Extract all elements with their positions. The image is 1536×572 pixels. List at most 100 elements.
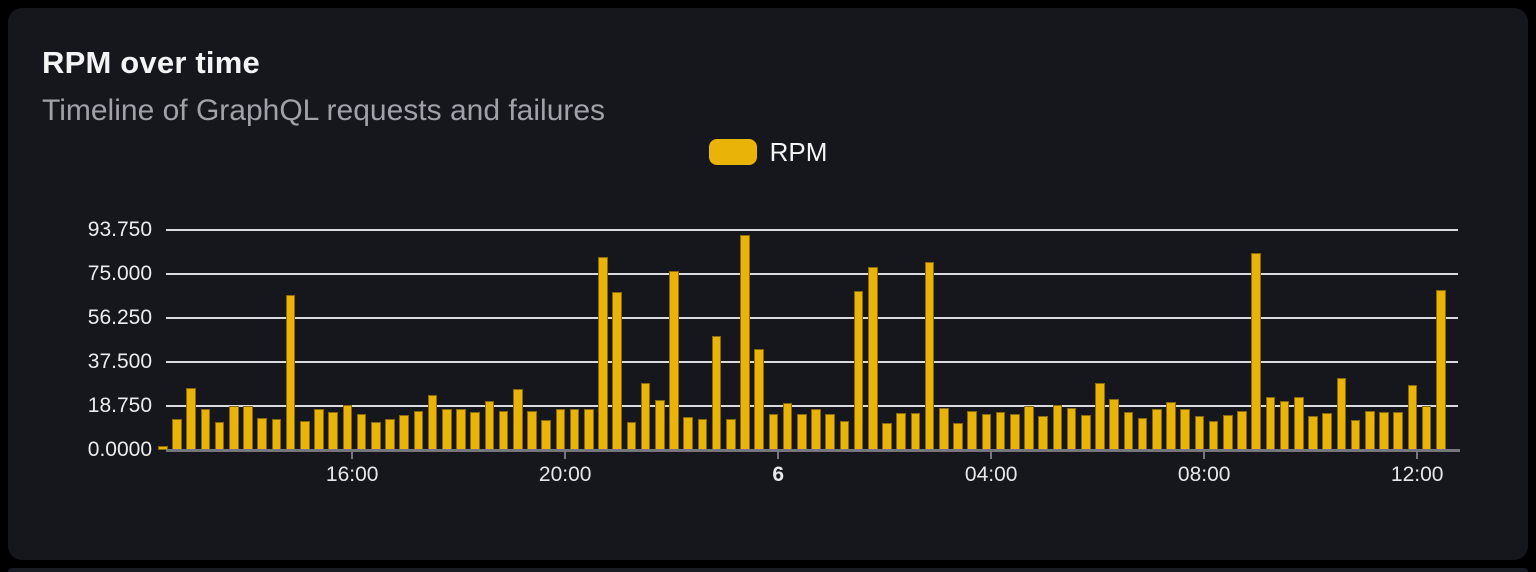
chart-bar[interactable] <box>541 420 551 450</box>
chart-bar[interactable] <box>257 417 267 450</box>
chart-bar[interactable] <box>1123 412 1134 450</box>
chart-bar[interactable] <box>896 413 906 450</box>
y-axis-tick-label: 18.750 <box>87 393 152 417</box>
chart-bar[interactable] <box>200 408 211 450</box>
chart-bar[interactable] <box>967 410 977 450</box>
chart-bar[interactable] <box>1024 406 1034 450</box>
chart-bar[interactable] <box>782 402 793 450</box>
chart-bar[interactable] <box>853 291 864 450</box>
chart-bar[interactable] <box>427 395 438 450</box>
chart-bar[interactable] <box>1436 290 1446 450</box>
chart-bar[interactable] <box>868 267 878 450</box>
chart-bar[interactable] <box>1237 410 1247 450</box>
chart-bar[interactable] <box>1294 396 1304 450</box>
chart-bar[interactable] <box>598 257 608 450</box>
chart-bar[interactable] <box>1180 409 1190 450</box>
chart-bar[interactable] <box>640 383 651 450</box>
chart-bar[interactable] <box>1407 384 1418 450</box>
chart-bar[interactable] <box>527 411 537 450</box>
legend-swatch-rpm[interactable] <box>708 139 757 165</box>
chart-bar[interactable] <box>1109 398 1119 450</box>
chart-bar[interactable] <box>754 349 764 450</box>
y-axis-tick-label: 0.0000 <box>87 438 152 461</box>
chart-bar[interactable] <box>300 421 310 450</box>
chart-bar[interactable] <box>1010 414 1020 450</box>
chart-bar[interactable] <box>882 422 892 450</box>
chart-bar[interactable] <box>1308 416 1318 450</box>
chart-bar[interactable] <box>981 414 992 450</box>
chart-bar[interactable] <box>1081 414 1091 450</box>
x-axis-tick <box>1203 452 1206 459</box>
chart-bar[interactable] <box>1265 396 1276 450</box>
chart-bar[interactable] <box>1052 404 1063 450</box>
chart-bar[interactable] <box>1095 383 1105 450</box>
chart-bar[interactable] <box>271 419 282 450</box>
chart-bar[interactable] <box>839 421 850 450</box>
chart-bar[interactable] <box>740 235 750 450</box>
chart-bar[interactable] <box>229 406 239 450</box>
chart-bar[interactable] <box>711 335 722 450</box>
chart-bar[interactable] <box>555 409 566 450</box>
x-axis-tick-label: 20:00 <box>538 463 592 486</box>
chart-bar[interactable] <box>371 421 381 450</box>
chart-bar[interactable] <box>385 419 395 450</box>
chart-bar[interactable] <box>186 388 196 450</box>
chart-bar[interactable] <box>1251 253 1261 450</box>
chart-bar[interactable] <box>768 413 779 450</box>
chart-bar[interactable] <box>1223 415 1233 450</box>
chart-bar[interactable] <box>328 411 338 450</box>
chart-bar[interactable] <box>995 412 1006 450</box>
chart-bar[interactable] <box>399 415 409 450</box>
gridline <box>166 316 1458 319</box>
chart-bar[interactable] <box>683 417 693 450</box>
chart-bar[interactable] <box>626 422 637 450</box>
chart-bar[interactable] <box>342 405 353 450</box>
chart-bar[interactable] <box>811 408 821 450</box>
chart-bar[interactable] <box>669 271 679 450</box>
chart-bar[interactable] <box>484 401 495 450</box>
chart-bar[interactable] <box>1166 402 1176 450</box>
rpm-chart-card: RPM over time Timeline of GraphQL reques… <box>8 8 1528 560</box>
legend-label-rpm[interactable]: RPM <box>769 136 828 167</box>
chart-bar[interactable] <box>612 291 622 450</box>
chart-bar[interactable] <box>825 414 835 450</box>
chart-bar[interactable] <box>569 409 580 450</box>
chart-bar[interactable] <box>584 409 594 450</box>
chart-bar[interactable] <box>413 410 424 450</box>
chart-bar[interactable] <box>1279 401 1290 450</box>
y-axis-tick-label: 75.000 <box>87 261 152 285</box>
chart-bar[interactable] <box>314 409 324 450</box>
chart-bar[interactable] <box>513 389 523 450</box>
chart-bar[interactable] <box>1208 421 1219 450</box>
chart-bar[interactable] <box>158 446 168 450</box>
chart-bar[interactable] <box>1393 411 1403 450</box>
chart-bar[interactable] <box>1152 409 1162 450</box>
chart-bar[interactable] <box>1322 413 1332 450</box>
chart-bar[interactable] <box>797 414 807 450</box>
chart-bar[interactable] <box>1350 419 1361 450</box>
chart-bar[interactable] <box>456 408 466 450</box>
chart-bar[interactable] <box>1038 416 1048 450</box>
chart-bar[interactable] <box>924 261 935 450</box>
chart-bar[interactable] <box>356 414 367 450</box>
chart-bar[interactable] <box>1066 407 1077 450</box>
chart-bar[interactable] <box>470 411 480 450</box>
chart-bar[interactable] <box>655 399 665 450</box>
chart-bar[interactable] <box>1194 416 1205 450</box>
chart-bar[interactable] <box>1379 412 1389 450</box>
chart-bar[interactable] <box>214 422 225 450</box>
chart-bar[interactable] <box>442 409 452 450</box>
chart-bar[interactable] <box>697 418 708 450</box>
chart-bar[interactable] <box>285 295 296 450</box>
chart-bar[interactable] <box>1137 417 1148 450</box>
chart-bar[interactable] <box>910 413 921 450</box>
chart-bar[interactable] <box>726 418 736 450</box>
chart-bar[interactable] <box>172 418 182 450</box>
chart-bar[interactable] <box>953 422 963 450</box>
chart-bar[interactable] <box>939 408 949 450</box>
chart-bar[interactable] <box>243 406 253 450</box>
chart-bar[interactable] <box>1336 378 1347 450</box>
chart-bar[interactable] <box>498 410 509 450</box>
chart-bar[interactable] <box>1365 410 1375 450</box>
chart-bar[interactable] <box>1421 406 1432 450</box>
